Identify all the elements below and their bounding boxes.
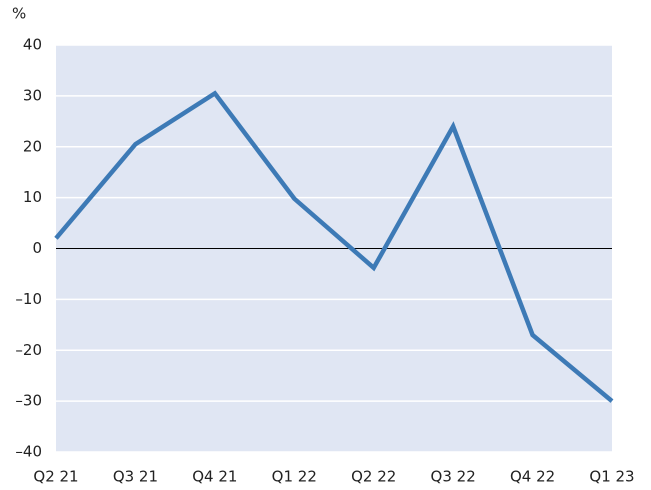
x-tick-label: Q1 23 [589, 468, 634, 486]
y-tick-label: 0 [32, 239, 42, 257]
x-tick-label: Q3 22 [431, 468, 476, 486]
x-tick-label: Q2 21 [33, 468, 78, 486]
x-tick-label: Q1 22 [272, 468, 317, 486]
y-tick-label: –30 [15, 392, 42, 410]
y-tick-label: 30 [23, 86, 42, 104]
y-axis-label: % [12, 5, 26, 23]
x-tick-label: Q3 21 [113, 468, 158, 486]
y-tick-label: –20 [15, 341, 42, 359]
y-tick-label: –10 [15, 290, 42, 308]
x-tick-label: Q4 22 [510, 468, 555, 486]
y-tick-label: 20 [23, 137, 42, 155]
x-tick-label: Q4 21 [192, 468, 237, 486]
y-tick-label: –40 [15, 443, 42, 461]
x-tick-label: Q2 22 [351, 468, 396, 486]
y-tick-label: 10 [23, 188, 42, 206]
y-tick-label: 40 [23, 36, 42, 54]
data-line [54, 90, 614, 403]
